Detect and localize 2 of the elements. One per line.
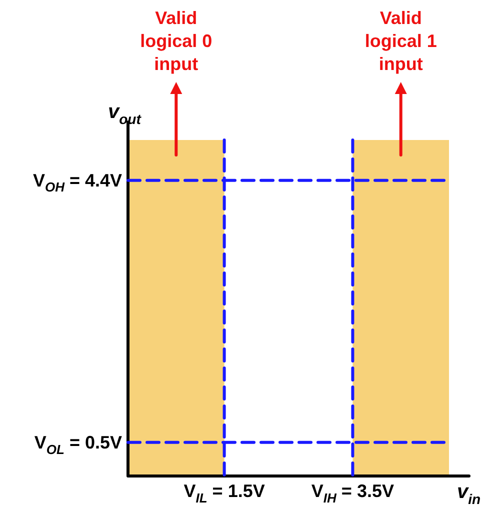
band-label: Valid logical 0 input	[140, 8, 212, 74]
band-label: Valid logical 1 input	[364, 8, 437, 74]
